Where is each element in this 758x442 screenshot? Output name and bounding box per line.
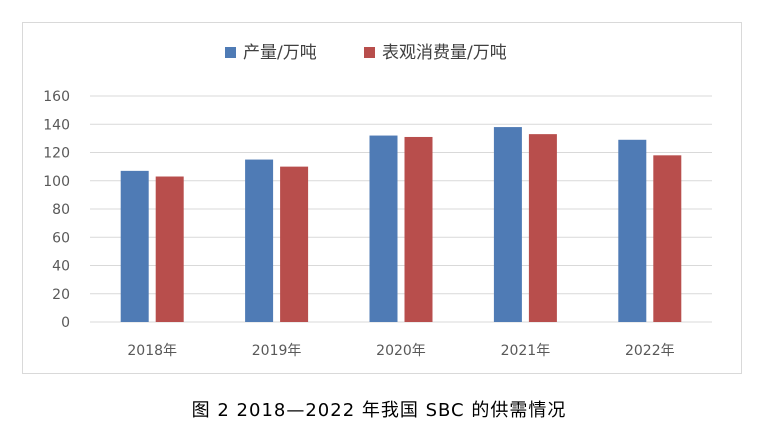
x-axis-ticks: 2018年 2019年 2020年 2021年 2022年 [127,343,674,359]
x-tick-label: 2020年 [376,343,426,359]
bar-chart: 0 20 40 60 80 100 120 140 160 2018年 2019年 2020年 202… [43,43,712,359]
y-tick-label: 140 [43,117,70,133]
bar-production-2021年 [493,127,522,322]
bar-consumption-2020年 [404,136,433,322]
y-tick-label: 20 [52,287,70,303]
y-tick-label: 0 [61,315,70,331]
figure-caption: 图 2 2018—2022 年我国 SBC 的供需情况 [191,400,567,421]
y-tick-label: 80 [52,202,70,218]
y-tick-label: 40 [52,259,70,275]
x-tick-label: 2021年 [501,343,551,359]
y-tick-label: 60 [52,230,70,246]
y-tick-label: 120 [43,146,70,162]
bar-consumption-2019年 [280,166,309,322]
x-tick-label: 2018年 [127,343,177,359]
bar-consumption-2018年 [155,176,184,322]
x-tick-label: 2019年 [252,343,302,359]
y-axis-ticks: 0 20 40 60 80 100 120 140 160 [43,89,70,331]
x-tick-label: 2022年 [625,343,675,359]
bar-consumption-2021年 [528,134,557,322]
bar-production-2020年 [369,135,398,322]
bar-production-2018年 [120,170,149,322]
legend: 产量/万吨 表观消费量/万吨 [225,43,507,63]
legend-swatch [364,47,375,58]
y-tick-label: 160 [43,89,70,105]
bars [120,127,682,322]
bar-consumption-2022年 [653,155,682,322]
legend-label: 产量/万吨 [243,43,317,63]
legend-label: 表观消费量/万吨 [382,43,507,63]
legend-swatch [225,47,236,58]
grid-lines [90,95,712,323]
bar-production-2022年 [618,139,647,322]
bar-production-2019年 [245,159,274,322]
y-tick-label: 100 [43,174,70,190]
